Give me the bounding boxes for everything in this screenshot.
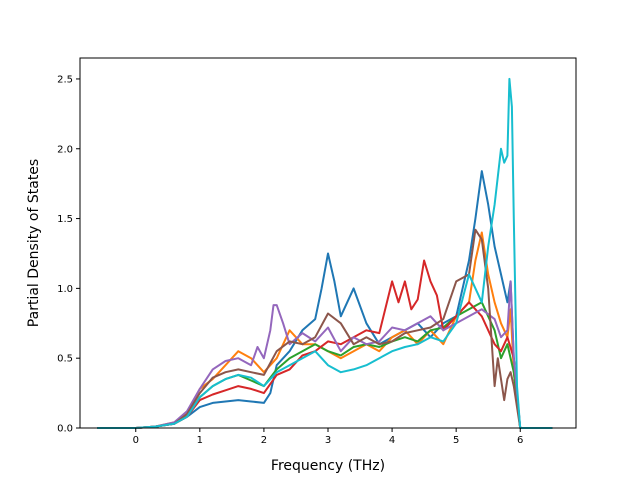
y-tick-label: 0.0 <box>57 424 73 435</box>
y-tick-label: 1.5 <box>57 214 73 225</box>
series-line-6 <box>97 228 553 429</box>
y-tick-label: 2.0 <box>57 144 73 155</box>
x-tick-label: 1 <box>197 435 203 446</box>
x-tick-label: 6 <box>517 435 523 446</box>
x-tick-label: 0 <box>133 435 139 446</box>
series-line-4 <box>97 259 553 429</box>
y-axis: 0.0 0.5 1.0 1.5 2.0 2.5 <box>57 74 80 435</box>
y-tick-label: 1.0 <box>57 284 73 295</box>
x-tick-label: 3 <box>325 435 331 446</box>
y-axis-label: Partial Density of States <box>26 159 42 327</box>
y-tick-label: 2.5 <box>57 74 73 85</box>
series-line-1 <box>97 170 553 429</box>
x-tick-label: 2 <box>261 435 267 446</box>
x-axis-label: Frequency (THz) <box>271 458 385 474</box>
series-layer <box>97 77 553 429</box>
series-line-7 <box>97 77 553 429</box>
y-tick-label: 0.5 <box>57 354 73 365</box>
x-tick-label: 5 <box>453 435 459 446</box>
x-tick-label: 4 <box>389 435 395 446</box>
x-axis: 0 1 2 3 4 5 6 <box>133 428 523 446</box>
